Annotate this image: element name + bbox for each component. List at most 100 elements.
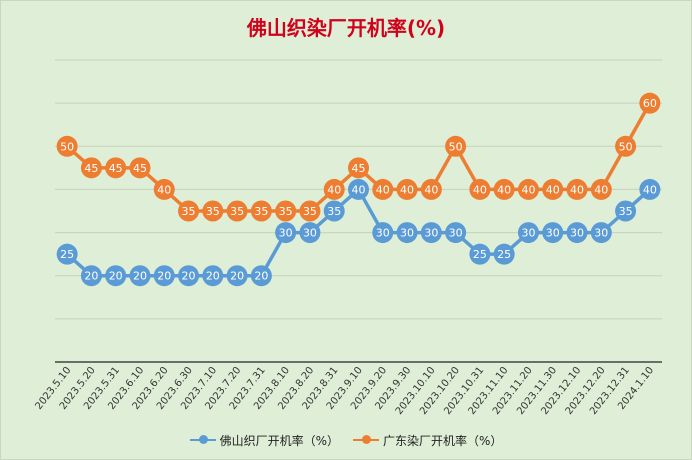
data-label: 40 (400, 183, 414, 196)
data-point (323, 200, 345, 222)
legend-swatch-weaving (189, 435, 216, 444)
data-point (590, 178, 612, 200)
data-point (105, 157, 127, 179)
data-label: 35 (279, 205, 293, 218)
data-point (226, 200, 248, 222)
data-label: 30 (546, 227, 560, 240)
data-point (275, 222, 297, 244)
data-point (420, 178, 442, 200)
data-label: 35 (182, 205, 196, 218)
data-point (348, 157, 369, 179)
legend-item-dyeing: 广东染厂开机率（%） (353, 432, 502, 449)
data-label: 30 (449, 227, 463, 240)
data-label: 25 (497, 248, 511, 261)
data-label: 40 (643, 183, 657, 196)
data-point (445, 135, 467, 157)
data-label: 35 (327, 205, 341, 218)
data-label: 40 (376, 183, 390, 196)
data-point (348, 178, 369, 200)
data-point (493, 178, 515, 200)
data-label: 50 (449, 140, 463, 153)
data-label: 35 (619, 205, 633, 218)
data-label: 45 (109, 162, 123, 175)
data-label: 20 (133, 270, 147, 283)
data-label: 35 (303, 205, 317, 218)
legend: 佛山织厂开机率（%） 广东染厂开机率（%） (0, 430, 692, 450)
data-point (469, 243, 491, 265)
data-point (178, 200, 200, 222)
data-label: 40 (352, 183, 366, 196)
data-point (639, 92, 661, 114)
data-label: 20 (109, 270, 123, 283)
data-point (469, 178, 491, 200)
data-label: 45 (84, 162, 98, 175)
legend-label-dyeing: 广东染厂开机率（%） (383, 433, 503, 448)
legend-swatch-dyeing (353, 435, 379, 444)
data-label: 40 (521, 183, 535, 196)
chart-title: 佛山织染厂开机率(%) (246, 16, 446, 40)
data-point (372, 178, 394, 200)
data-point (566, 222, 588, 244)
data-point (517, 178, 539, 200)
data-point (153, 178, 175, 200)
data-point (275, 200, 297, 222)
data-point (299, 222, 321, 244)
data-point (420, 222, 442, 244)
data-point (396, 222, 418, 244)
data-point (80, 157, 102, 179)
data-point (56, 243, 78, 265)
data-point (639, 178, 661, 200)
data-point (542, 222, 564, 244)
data-label: 35 (206, 205, 220, 218)
data-point (517, 222, 539, 244)
data-point (129, 157, 151, 179)
data-point (590, 222, 612, 244)
data-point (153, 265, 175, 287)
data-label: 40 (473, 183, 487, 196)
data-label: 40 (497, 183, 511, 196)
data-point (250, 265, 272, 287)
data-point (250, 200, 272, 222)
data-point (226, 265, 248, 287)
data-point (105, 265, 127, 287)
data-label: 20 (230, 270, 244, 283)
data-point (615, 200, 637, 222)
data-point (372, 222, 394, 244)
data-label: 30 (521, 227, 535, 240)
data-label: 35 (230, 205, 244, 218)
data-point (493, 243, 515, 265)
data-label: 20 (182, 270, 196, 283)
data-point (396, 178, 418, 200)
data-point (566, 178, 588, 200)
data-label: 25 (473, 248, 487, 261)
data-point (202, 200, 224, 222)
data-label: 45 (352, 162, 366, 175)
data-label: 45 (133, 162, 147, 175)
data-point (299, 200, 321, 222)
legend-item-weaving: 佛山织厂开机率（%） (189, 432, 339, 449)
data-label: 20 (157, 270, 171, 283)
data-point (80, 265, 102, 287)
data-label: 35 (254, 205, 268, 218)
data-label: 40 (157, 183, 171, 196)
data-label: 50 (619, 140, 633, 153)
data-label: 30 (570, 227, 584, 240)
data-label: 30 (376, 227, 390, 240)
data-label: 30 (594, 227, 608, 240)
data-label: 40 (424, 183, 438, 196)
data-label: 40 (327, 183, 341, 196)
data-label: 20 (254, 270, 268, 283)
data-label: 20 (206, 270, 220, 283)
legend-label-weaving: 佛山织厂开机率（%） (219, 433, 339, 448)
data-label: 40 (570, 183, 584, 196)
data-label: 20 (84, 270, 98, 283)
data-point (323, 178, 345, 200)
data-label: 60 (643, 97, 657, 110)
data-label: 30 (279, 227, 293, 240)
data-point (542, 178, 564, 200)
data-label: 30 (424, 227, 438, 240)
data-point (202, 265, 224, 287)
data-label: 50 (60, 140, 74, 153)
data-label: 30 (303, 227, 317, 240)
